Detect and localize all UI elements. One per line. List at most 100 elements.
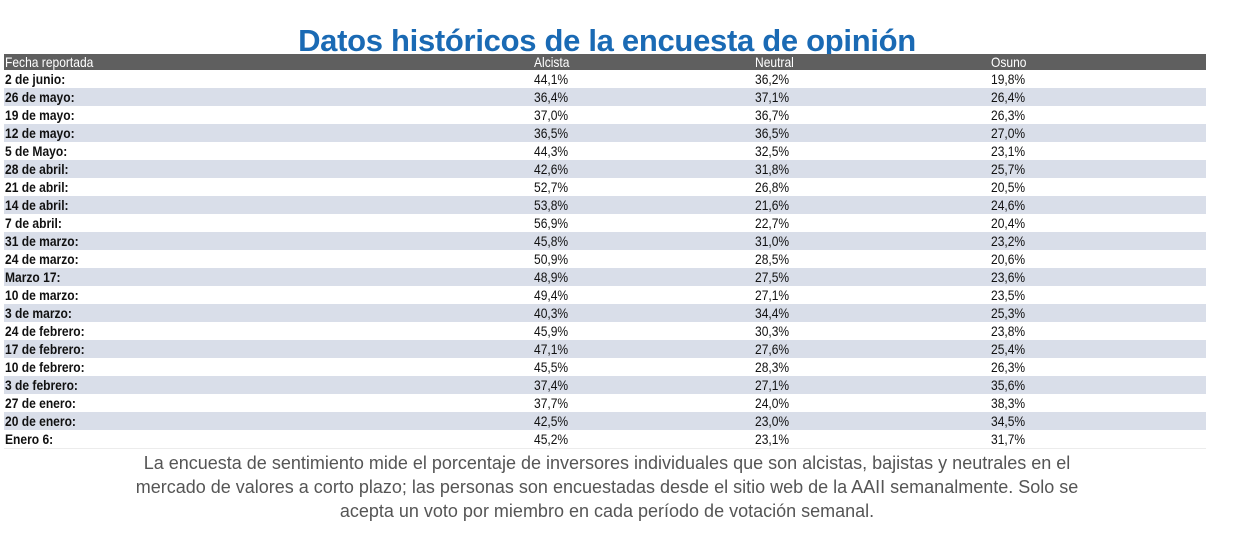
- cell-neutral: 23,0%: [755, 413, 790, 429]
- cell-neutral: 21,6%: [755, 197, 790, 213]
- cell-neutral: 27,6%: [755, 341, 790, 357]
- cell-bearish: 34,5%: [991, 413, 1026, 429]
- cell-bullish: 45,5%: [534, 359, 569, 375]
- cell-neutral: 23,1%: [755, 431, 790, 447]
- cell-bearish: 26,3%: [991, 359, 1026, 375]
- cell-bullish: 37,7%: [534, 395, 569, 411]
- cell-bullish: 44,3%: [534, 143, 569, 159]
- cell-date: 17 de febrero:: [5, 341, 85, 357]
- cell-bearish: 26,3%: [991, 107, 1026, 123]
- header-neutral: Neutral: [755, 54, 794, 70]
- cell-bearish: 23,1%: [991, 143, 1026, 159]
- cell-neutral: 37,1%: [755, 89, 790, 105]
- cell-bullish: 42,5%: [534, 413, 569, 429]
- cell-bullish: 53,8%: [534, 197, 569, 213]
- cell-date: Marzo 17:: [5, 269, 61, 285]
- table-body: 2 de junio: 44,1% 36,2% 19,8% 26 de mayo: 36,…: [4, 70, 1206, 448]
- cell-bearish: 20,6%: [991, 251, 1026, 267]
- cell-bearish: 25,7%: [991, 161, 1026, 177]
- header-bullish: Alcista: [534, 54, 570, 70]
- table-row: 27 de enero: 37,7% 24,0% 38,3%: [4, 394, 1206, 412]
- header-date: Fecha reportada: [5, 54, 94, 70]
- cell-bullish: 52,7%: [534, 179, 569, 195]
- table-row: 17 de febrero: 47,1% 27,6% 25,4%: [4, 340, 1206, 358]
- table-row: 12 de mayo: 36,5% 36,5% 27,0%: [4, 124, 1206, 142]
- table-row: 5 de Mayo: 44,3% 32,5% 23,1%: [4, 142, 1206, 160]
- cell-bearish: 23,8%: [991, 323, 1026, 339]
- table-row: 3 de marzo: 40,3% 34,4% 25,3%: [4, 304, 1206, 322]
- cell-date: 19 de mayo:: [5, 107, 75, 123]
- cell-neutral: 28,5%: [755, 251, 790, 267]
- cell-date: 24 de marzo:: [5, 251, 79, 267]
- sentiment-table: Fecha reportada Alcista Neutral Osuno 2 …: [4, 54, 1206, 448]
- cell-date: 10 de marzo:: [5, 287, 79, 303]
- cell-bullish: 45,8%: [534, 233, 569, 249]
- footer-line-1: La encuesta de sentimiento mide el porce…: [143, 453, 1071, 473]
- cell-neutral: 28,3%: [755, 359, 790, 375]
- table-row: 14 de abril: 53,8% 21,6% 24,6%: [4, 196, 1206, 214]
- cell-bullish: 37,0%: [534, 107, 569, 123]
- table-row: 24 de febrero: 45,9% 30,3% 23,8%: [4, 322, 1206, 340]
- cell-date: 2 de junio:: [5, 71, 66, 87]
- cell-bearish: 24,6%: [991, 197, 1026, 213]
- cell-bullish: 44,1%: [534, 71, 569, 87]
- cell-neutral: 34,4%: [755, 305, 790, 321]
- table-header: Fecha reportada Alcista Neutral Osuno: [4, 54, 1206, 70]
- footer-line-2: mercado de valores a corto plazo; las pe…: [135, 477, 1079, 497]
- cell-neutral: 30,3%: [755, 323, 790, 339]
- cell-neutral: 36,2%: [755, 71, 790, 87]
- table-row: 21 de abril: 52,7% 26,8% 20,5%: [4, 178, 1206, 196]
- cell-date: 12 de mayo:: [5, 125, 75, 141]
- table-row: 7 de abril: 56,9% 22,7% 20,4%: [4, 214, 1206, 232]
- cell-neutral: 27,1%: [755, 287, 790, 303]
- cell-date: 26 de mayo:: [5, 89, 75, 105]
- footer-description: La encuesta de sentimiento mide el porce…: [40, 451, 1174, 523]
- cell-bullish: 42,6%: [534, 161, 569, 177]
- table-row: Enero 6: 45,2% 23,1% 31,7%: [4, 430, 1206, 448]
- cell-date: 3 de febrero:: [5, 377, 78, 393]
- cell-date: 28 de abril:: [5, 161, 69, 177]
- cell-bearish: 23,6%: [991, 269, 1026, 285]
- cell-neutral: 24,0%: [755, 395, 790, 411]
- cell-neutral: 31,0%: [755, 233, 790, 249]
- page-title: Datos históricos de la encuesta de opini…: [298, 22, 916, 58]
- cell-bearish: 26,4%: [991, 89, 1026, 105]
- cell-bearish: 35,6%: [991, 377, 1026, 393]
- cell-bullish: 36,5%: [534, 125, 569, 141]
- cell-bullish: 37,4%: [534, 377, 569, 393]
- table-row: 28 de abril: 42,6% 31,8% 25,7%: [4, 160, 1206, 178]
- cell-bullish: 47,1%: [534, 341, 569, 357]
- table-row: 20 de enero: 42,5% 23,0% 34,5%: [4, 412, 1206, 430]
- cell-bullish: 50,9%: [534, 251, 569, 267]
- cell-neutral: 27,1%: [755, 377, 790, 393]
- cell-date: 7 de abril:: [5, 215, 62, 231]
- table-row: 2 de junio: 44,1% 36,2% 19,8%: [4, 70, 1206, 88]
- cell-bearish: 31,7%: [991, 431, 1026, 447]
- cell-neutral: 36,7%: [755, 107, 790, 123]
- cell-neutral: 32,5%: [755, 143, 790, 159]
- cell-bearish: 23,2%: [991, 233, 1026, 249]
- cell-bearish: 20,5%: [991, 179, 1026, 195]
- table-row: 31 de marzo: 45,8% 31,0% 23,2%: [4, 232, 1206, 250]
- cell-date: 24 de febrero:: [5, 323, 85, 339]
- cell-bullish: 45,9%: [534, 323, 569, 339]
- table-row: 10 de febrero: 45,5% 28,3% 26,3%: [4, 358, 1206, 376]
- cell-neutral: 27,5%: [755, 269, 790, 285]
- cell-date: 10 de febrero:: [5, 359, 85, 375]
- cell-date: 5 de Mayo:: [5, 143, 68, 159]
- cell-date: Enero 6:: [5, 431, 54, 447]
- cell-bearish: 27,0%: [991, 125, 1026, 141]
- table-row: 10 de marzo: 49,4% 27,1% 23,5%: [4, 286, 1206, 304]
- cell-bearish: 19,8%: [991, 71, 1026, 87]
- cell-bullish: 56,9%: [534, 215, 569, 231]
- cell-date: 14 de abril:: [5, 197, 69, 213]
- table-row: 26 de mayo: 36,4% 37,1% 26,4%: [4, 88, 1206, 106]
- cell-date: 21 de abril:: [5, 179, 69, 195]
- cell-bullish: 49,4%: [534, 287, 569, 303]
- cell-bearish: 25,4%: [991, 341, 1026, 357]
- cell-neutral: 36,5%: [755, 125, 790, 141]
- cell-bullish: 45,2%: [534, 431, 569, 447]
- cell-date: 27 de enero:: [5, 395, 76, 411]
- cell-date: 31 de marzo:: [5, 233, 79, 249]
- cell-bullish: 36,4%: [534, 89, 569, 105]
